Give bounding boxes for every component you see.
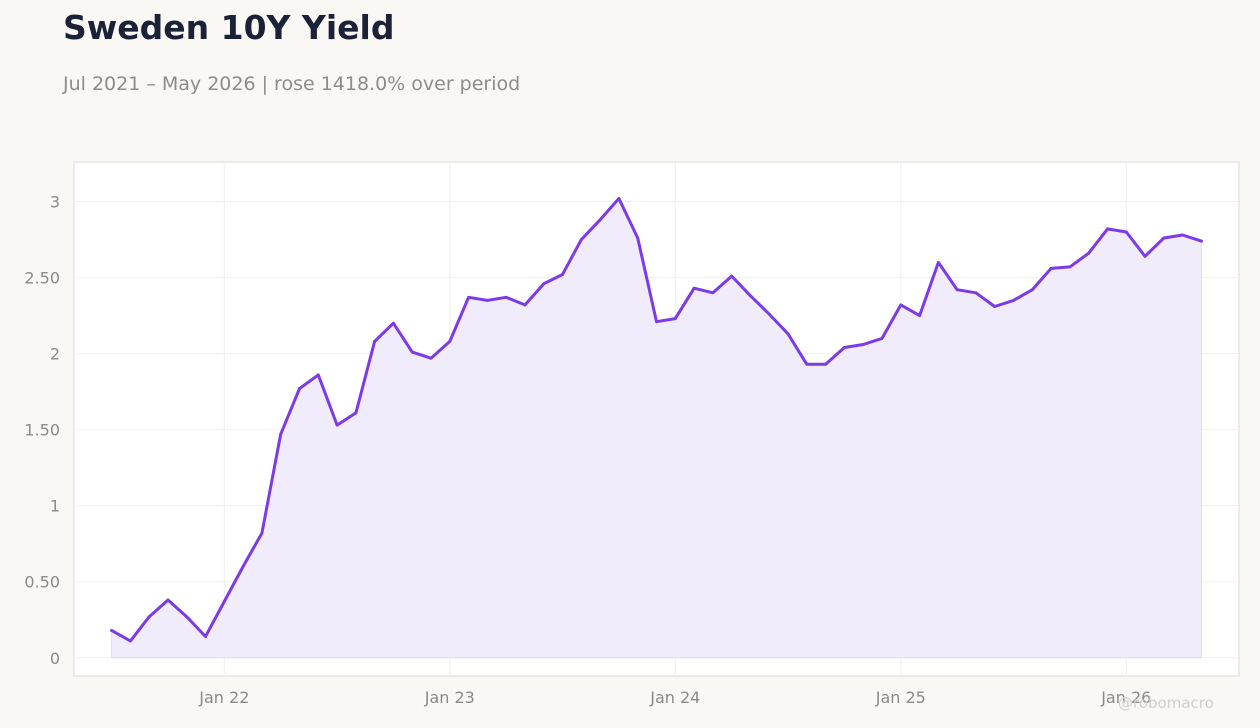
data-point [1106,227,1109,231]
data-point [843,346,846,349]
data-point [636,236,640,240]
data-point [824,362,828,366]
data-point [110,628,113,632]
data-point [918,314,921,317]
data-point [166,598,170,602]
x-tick-label: Jan 26 [1100,688,1151,707]
data-point [561,273,564,276]
data-point [185,615,189,619]
data-point [1124,230,1128,234]
data-point [1030,288,1034,292]
data-point [1049,267,1053,270]
data-point [1200,239,1203,243]
data-point [711,291,715,295]
x-tick-label: Jan 24 [649,688,700,707]
y-tick-label: 2.50 [24,269,60,288]
data-point [147,615,151,619]
data-point [880,337,884,340]
data-point [204,635,207,638]
data-point [316,373,320,377]
data-point [1012,298,1015,302]
data-point [692,286,696,290]
data-point [542,282,546,286]
data-point [899,303,903,307]
data-point [936,260,940,264]
y-tick-label: 3 [50,193,60,212]
data-point [429,356,433,360]
data-point [730,274,734,278]
data-point [523,303,527,307]
data-point [1143,254,1147,258]
data-point [260,531,264,535]
data-point [598,218,602,222]
data-point [993,305,997,308]
data-point [861,343,865,346]
y-tick-label: 1.50 [24,421,60,440]
data-point [1181,233,1185,237]
data-point [504,295,508,299]
data-point [1068,265,1072,269]
x-tick-label: Jan 22 [198,688,249,707]
data-point [335,423,339,427]
data-point [673,317,677,321]
x-tick-label: Jan 25 [875,688,926,707]
data-point [617,197,621,200]
data-point [749,294,752,298]
y-axis-ticks: 0 0.50 1 1.50 2 2.50 3 [24,193,60,668]
x-axis-ticks: Jan 22 Jan 23 Jan 24 Jan 25 Jan 26 [198,688,1151,707]
chart-title: Sweden 10Y Yield [63,8,395,47]
data-point [805,362,809,366]
data-point [241,565,245,568]
data-point [410,350,414,354]
x-tick-label: Jan 23 [424,688,475,707]
data-point [655,320,658,324]
data-point [974,291,978,295]
data-point [1087,251,1091,255]
y-tick-label: 0.50 [24,573,60,592]
y-tick-label: 1 [50,497,60,516]
data-point [128,639,132,643]
data-point [1162,236,1166,240]
data-point [222,600,226,603]
data-points [110,197,1203,643]
data-point [448,340,452,343]
chart-subtitle: Jul 2021 – May 2026 | rose 1418.0% over … [63,73,521,95]
data-point [786,332,790,336]
data-point [955,288,959,292]
data-point [579,238,583,241]
data-point [279,432,283,436]
watermark: @robomacro [1118,694,1214,712]
data-point [485,298,489,302]
data-point [467,295,470,299]
data-point [298,387,301,390]
data-point [373,340,377,343]
y-tick-label: 0 [50,649,60,668]
y-tick-label: 2 [50,345,60,364]
data-point [767,312,771,316]
data-point [392,321,395,325]
data-point [354,411,358,415]
